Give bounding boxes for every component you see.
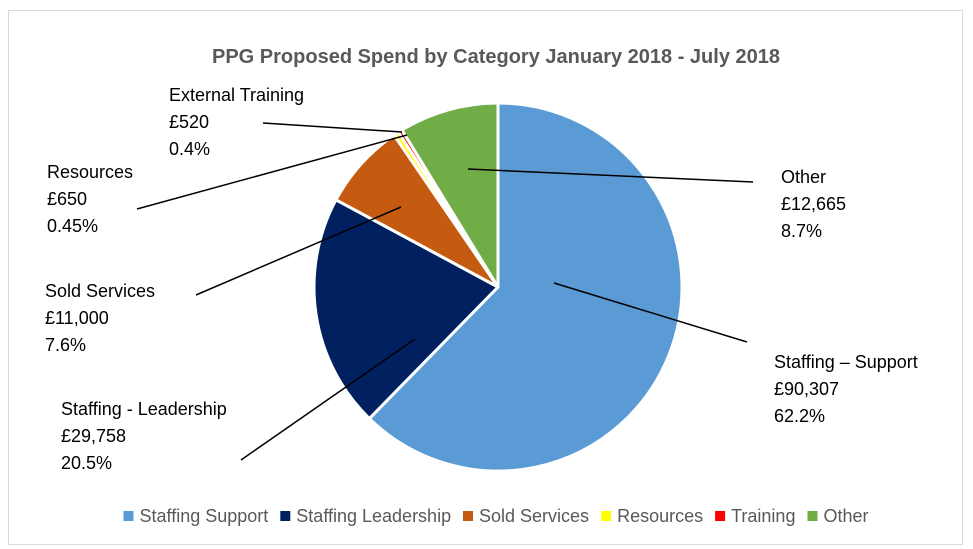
pie-slice-other	[400, 101, 500, 289]
data-label: Sold Services £11,000 7.6%	[45, 281, 155, 355]
leader-line	[136, 134, 408, 210]
legend-item: Staffing Support	[123, 506, 269, 526]
leader-line	[240, 338, 416, 461]
pie-slice-staffing-support	[367, 101, 684, 473]
leader-line	[262, 122, 403, 133]
leader-line	[467, 168, 754, 183]
legend-label: Staffing Support	[140, 506, 269, 526]
legend-label: Other	[824, 506, 869, 526]
legend-label: Resources	[617, 506, 703, 526]
legend-swatch	[123, 511, 134, 521]
data-label: Staffing - Leadership £29,758 20.5%	[61, 399, 227, 473]
legend-swatch	[715, 511, 726, 521]
pie-slice-staffing-leadership	[312, 198, 500, 421]
leader-line	[553, 282, 748, 343]
legend-item: Sold Services	[463, 506, 589, 526]
leader-line	[195, 206, 402, 296]
legend-item: Training	[715, 506, 795, 526]
legend-label: Sold Services	[479, 506, 589, 526]
legend-item: Resources	[601, 506, 703, 526]
legend-label: Training	[731, 506, 795, 526]
legend-swatch	[601, 511, 612, 521]
legend-label: Staffing Leadership	[296, 506, 451, 526]
legend-swatch	[280, 511, 291, 521]
data-label: Other £12,665 8.7%	[781, 167, 846, 241]
data-label: External Training £520 0.4%	[169, 85, 304, 159]
legend-item: Other	[807, 506, 869, 526]
chart-title: PPG Proposed Spend by Category January 2…	[212, 46, 780, 68]
legend-swatch	[463, 511, 473, 521]
data-label: Resources £650 0.45%	[47, 162, 133, 236]
legend-swatch	[807, 511, 818, 521]
legend-item: Staffing Leadership	[280, 506, 451, 526]
pie-chart: PPG Proposed Spend by Category January 2…	[45, 46, 918, 526]
chart-frame: PPG Proposed Spend by Category January 2…	[8, 10, 963, 545]
data-label: Staffing – Support £90,307 62.2%	[774, 352, 918, 426]
